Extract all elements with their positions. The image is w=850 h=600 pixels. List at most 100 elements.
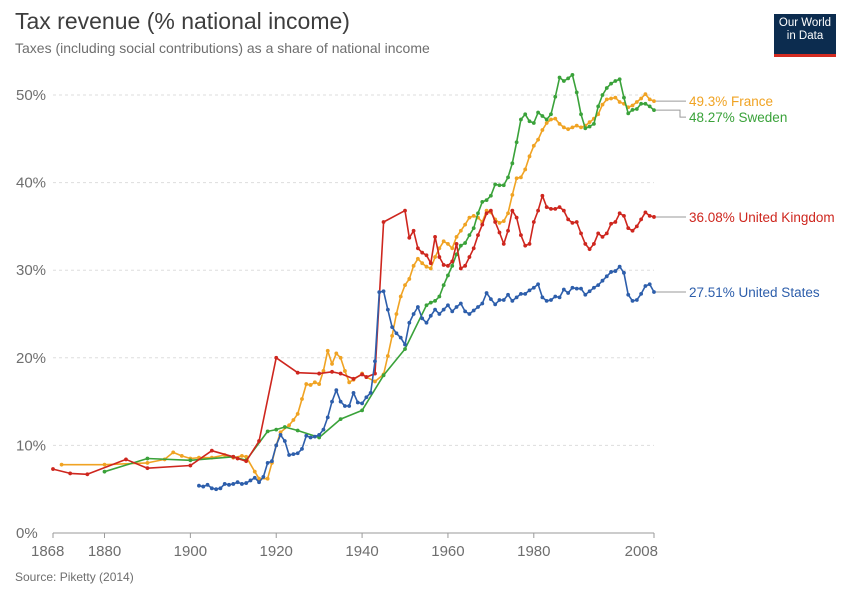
data-point[interactable] bbox=[540, 193, 545, 198]
data-point[interactable] bbox=[433, 307, 437, 312]
data-point[interactable] bbox=[424, 253, 429, 258]
data-point[interactable] bbox=[458, 301, 463, 306]
series-line[interactable] bbox=[198, 265, 655, 491]
data-point[interactable] bbox=[428, 300, 433, 305]
data-point[interactable] bbox=[592, 285, 596, 290]
data-point[interactable] bbox=[407, 235, 412, 240]
data-point[interactable] bbox=[437, 294, 442, 299]
data-point[interactable] bbox=[145, 461, 150, 465]
data-point[interactable] bbox=[441, 239, 446, 244]
data-point[interactable] bbox=[583, 242, 588, 246]
data-point[interactable] bbox=[579, 286, 583, 291]
data-point[interactable] bbox=[278, 432, 283, 437]
data-point[interactable] bbox=[566, 217, 571, 222]
data-point[interactable] bbox=[643, 101, 648, 106]
data-point[interactable] bbox=[647, 104, 652, 109]
data-point[interactable] bbox=[394, 331, 399, 336]
data-point[interactable] bbox=[557, 295, 562, 300]
data-point[interactable] bbox=[325, 348, 330, 353]
data-point[interactable] bbox=[265, 429, 270, 434]
data-point[interactable] bbox=[265, 461, 270, 465]
data-point[interactable] bbox=[188, 458, 193, 463]
data-point[interactable] bbox=[609, 270, 613, 274]
data-point[interactable] bbox=[415, 246, 420, 251]
data-point[interactable] bbox=[566, 291, 571, 295]
data-point[interactable] bbox=[561, 287, 566, 292]
data-point[interactable] bbox=[519, 117, 523, 122]
data-point[interactable] bbox=[493, 220, 498, 224]
data-point[interactable] bbox=[570, 285, 575, 290]
data-point[interactable] bbox=[420, 250, 425, 255]
data-point[interactable] bbox=[557, 205, 562, 210]
data-point[interactable] bbox=[643, 284, 648, 288]
data-point[interactable] bbox=[295, 411, 300, 416]
data-point[interactable] bbox=[360, 372, 364, 377]
data-point[interactable] bbox=[343, 369, 347, 373]
data-point[interactable] bbox=[257, 480, 261, 485]
data-point[interactable] bbox=[471, 246, 476, 251]
data-point[interactable] bbox=[497, 220, 502, 225]
data-point[interactable] bbox=[227, 482, 231, 487]
series-end-label[interactable]: 27.51% United States bbox=[689, 285, 820, 300]
data-point[interactable] bbox=[647, 282, 652, 287]
data-point[interactable] bbox=[428, 266, 433, 271]
data-point[interactable] bbox=[510, 192, 515, 197]
data-point[interactable] bbox=[317, 382, 322, 386]
data-point[interactable] bbox=[471, 226, 476, 231]
data-point[interactable] bbox=[523, 291, 528, 296]
data-point[interactable] bbox=[458, 243, 463, 248]
data-point[interactable] bbox=[454, 305, 459, 309]
data-point[interactable] bbox=[235, 480, 240, 485]
data-point[interactable] bbox=[398, 294, 403, 299]
data-point[interactable] bbox=[570, 220, 575, 225]
data-point[interactable] bbox=[634, 107, 639, 111]
data-point[interactable] bbox=[514, 140, 519, 145]
data-point[interactable] bbox=[317, 371, 322, 376]
data-point[interactable] bbox=[347, 380, 352, 385]
data-point[interactable] bbox=[398, 335, 403, 340]
data-point[interactable] bbox=[51, 467, 55, 471]
data-point[interactable] bbox=[244, 481, 249, 485]
data-point[interactable] bbox=[390, 325, 395, 330]
data-point[interactable] bbox=[531, 121, 536, 125]
data-point[interactable] bbox=[480, 199, 485, 204]
data-point[interactable] bbox=[85, 472, 90, 477]
data-point[interactable] bbox=[411, 263, 416, 268]
data-point[interactable] bbox=[437, 312, 442, 316]
data-point[interactable] bbox=[420, 261, 425, 266]
data-point[interactable] bbox=[484, 291, 489, 295]
data-point[interactable] bbox=[441, 263, 446, 267]
data-point[interactable] bbox=[536, 282, 540, 287]
data-point[interactable] bbox=[381, 220, 386, 224]
data-point[interactable] bbox=[600, 278, 605, 283]
data-point[interactable] bbox=[540, 128, 545, 132]
data-point[interactable] bbox=[549, 206, 553, 211]
data-point[interactable] bbox=[458, 228, 463, 233]
data-point[interactable] bbox=[390, 334, 395, 338]
data-point[interactable] bbox=[312, 380, 317, 385]
data-point[interactable] bbox=[622, 95, 626, 100]
data-point[interactable] bbox=[347, 404, 352, 408]
data-point[interactable] bbox=[373, 359, 377, 364]
data-point[interactable] bbox=[295, 451, 300, 456]
data-point[interactable] bbox=[544, 298, 549, 303]
data-point[interactable] bbox=[609, 81, 613, 86]
data-point[interactable] bbox=[467, 312, 472, 316]
data-point[interactable] bbox=[145, 456, 150, 461]
data-point[interactable] bbox=[639, 291, 644, 296]
data-point[interactable] bbox=[304, 433, 309, 438]
data-point[interactable] bbox=[171, 450, 176, 455]
data-point[interactable] bbox=[433, 298, 437, 303]
data-point[interactable] bbox=[519, 291, 523, 296]
data-point[interactable] bbox=[308, 435, 313, 440]
data-point[interactable] bbox=[330, 362, 334, 366]
data-point[interactable] bbox=[634, 100, 639, 104]
data-point[interactable] bbox=[188, 463, 193, 468]
data-point[interactable] bbox=[463, 222, 468, 227]
series-line[interactable] bbox=[52, 194, 655, 476]
data-point[interactable] bbox=[300, 397, 304, 401]
data-point[interactable] bbox=[458, 266, 463, 271]
data-point[interactable] bbox=[604, 97, 609, 102]
data-point[interactable] bbox=[630, 103, 635, 108]
data-point[interactable] bbox=[536, 208, 540, 213]
